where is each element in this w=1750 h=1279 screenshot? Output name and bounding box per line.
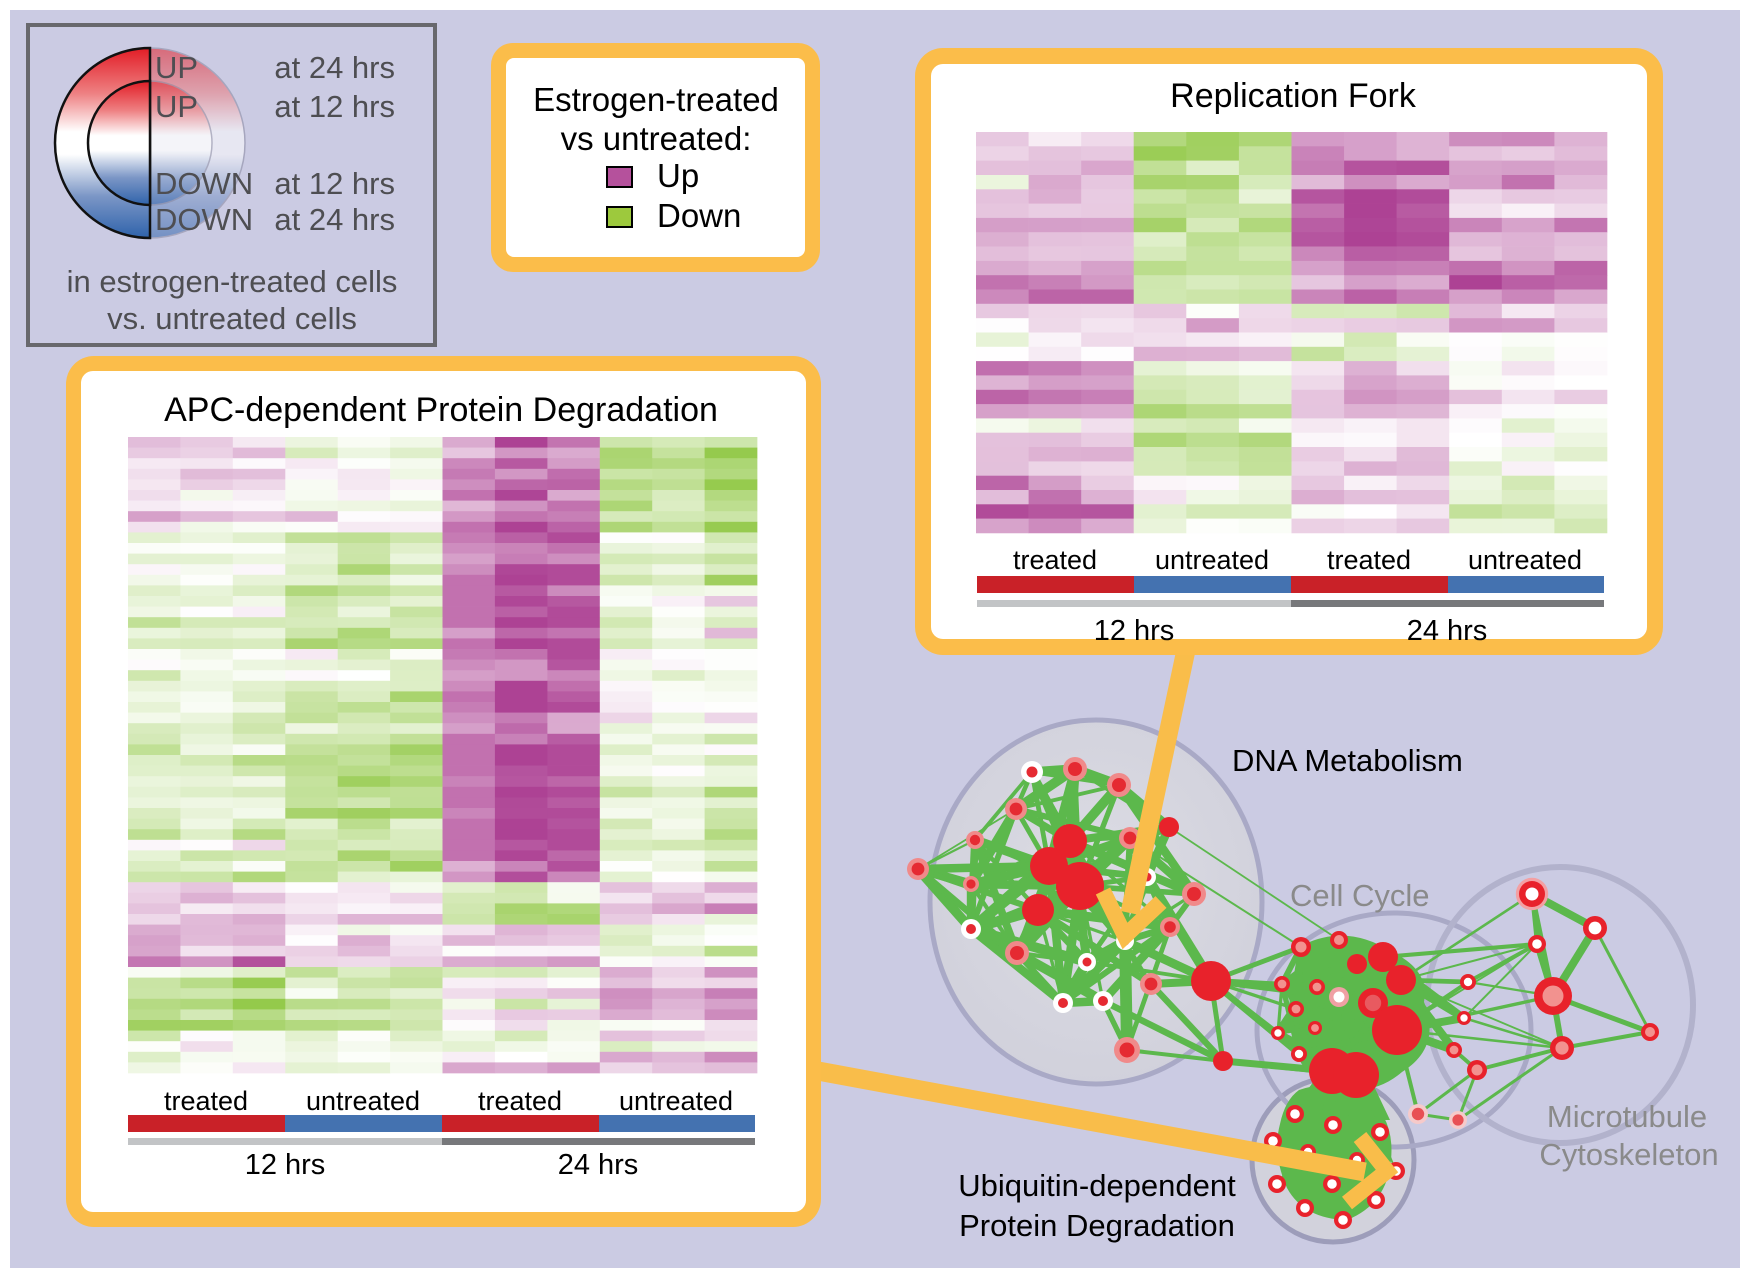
svg-text:treated: treated <box>1327 545 1411 575</box>
svg-text:in estrogen-treated cells: in estrogen-treated cells <box>67 264 398 299</box>
svg-text:Estrogen-treated: Estrogen-treated <box>533 81 779 118</box>
svg-text:Replication Fork: Replication Fork <box>1170 77 1417 115</box>
svg-text:Cell Cycle: Cell Cycle <box>1290 878 1430 913</box>
svg-text:DOWN: DOWN <box>155 166 253 201</box>
svg-text:12 hrs: 12 hrs <box>1094 615 1175 647</box>
svg-text:24 hrs: 24 hrs <box>558 1149 639 1181</box>
svg-text:at 24 hrs: at 24 hrs <box>274 202 395 237</box>
svg-text:Ubiquitin-dependent: Ubiquitin-dependent <box>958 1168 1236 1203</box>
svg-text:at 24 hrs: at 24 hrs <box>274 50 395 85</box>
svg-text:untreated: untreated <box>1468 545 1582 575</box>
svg-text:untreated: untreated <box>306 1086 420 1116</box>
svg-text:treated: treated <box>478 1086 562 1116</box>
svg-text:UP: UP <box>155 50 198 85</box>
svg-text:Down: Down <box>657 197 741 234</box>
svg-text:treated: treated <box>164 1086 248 1116</box>
svg-text:24 hrs: 24 hrs <box>1407 615 1488 647</box>
svg-text:DOWN: DOWN <box>155 202 253 237</box>
svg-text:Microtubule: Microtubule <box>1547 1099 1707 1134</box>
svg-text:treated: treated <box>1013 545 1097 575</box>
svg-text:at 12 hrs: at 12 hrs <box>274 89 395 124</box>
svg-text:at 12 hrs: at 12 hrs <box>274 166 395 201</box>
svg-text:vs untreated:: vs untreated: <box>561 120 752 157</box>
svg-text:Up: Up <box>657 157 699 194</box>
svg-text:UP: UP <box>155 89 198 124</box>
svg-text:Protein Degradation: Protein Degradation <box>959 1208 1235 1243</box>
svg-text:untreated: untreated <box>1155 545 1269 575</box>
svg-text:untreated: untreated <box>619 1086 733 1116</box>
svg-text:APC-dependent Protein Degradat: APC-dependent Protein Degradation <box>164 391 718 429</box>
svg-text:vs. untreated cells: vs. untreated cells <box>107 301 357 336</box>
svg-text:12 hrs: 12 hrs <box>245 1149 326 1181</box>
svg-text:Cytoskeleton: Cytoskeleton <box>1539 1137 1718 1172</box>
svg-text:DNA Metabolism: DNA Metabolism <box>1232 743 1463 778</box>
